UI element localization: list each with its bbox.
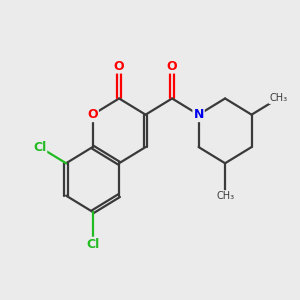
Text: Cl: Cl xyxy=(33,141,46,154)
Text: CH₃: CH₃ xyxy=(216,190,234,201)
Text: CH₃: CH₃ xyxy=(269,94,287,103)
Text: O: O xyxy=(114,60,124,73)
Text: O: O xyxy=(167,60,177,73)
Text: N: N xyxy=(194,108,204,121)
Text: O: O xyxy=(87,108,98,121)
Text: Cl: Cl xyxy=(86,238,99,251)
